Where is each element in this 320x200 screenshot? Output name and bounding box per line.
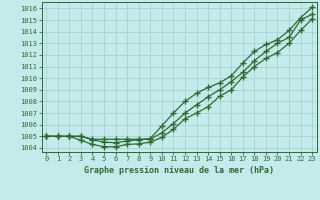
X-axis label: Graphe pression niveau de la mer (hPa): Graphe pression niveau de la mer (hPa) <box>84 166 274 175</box>
